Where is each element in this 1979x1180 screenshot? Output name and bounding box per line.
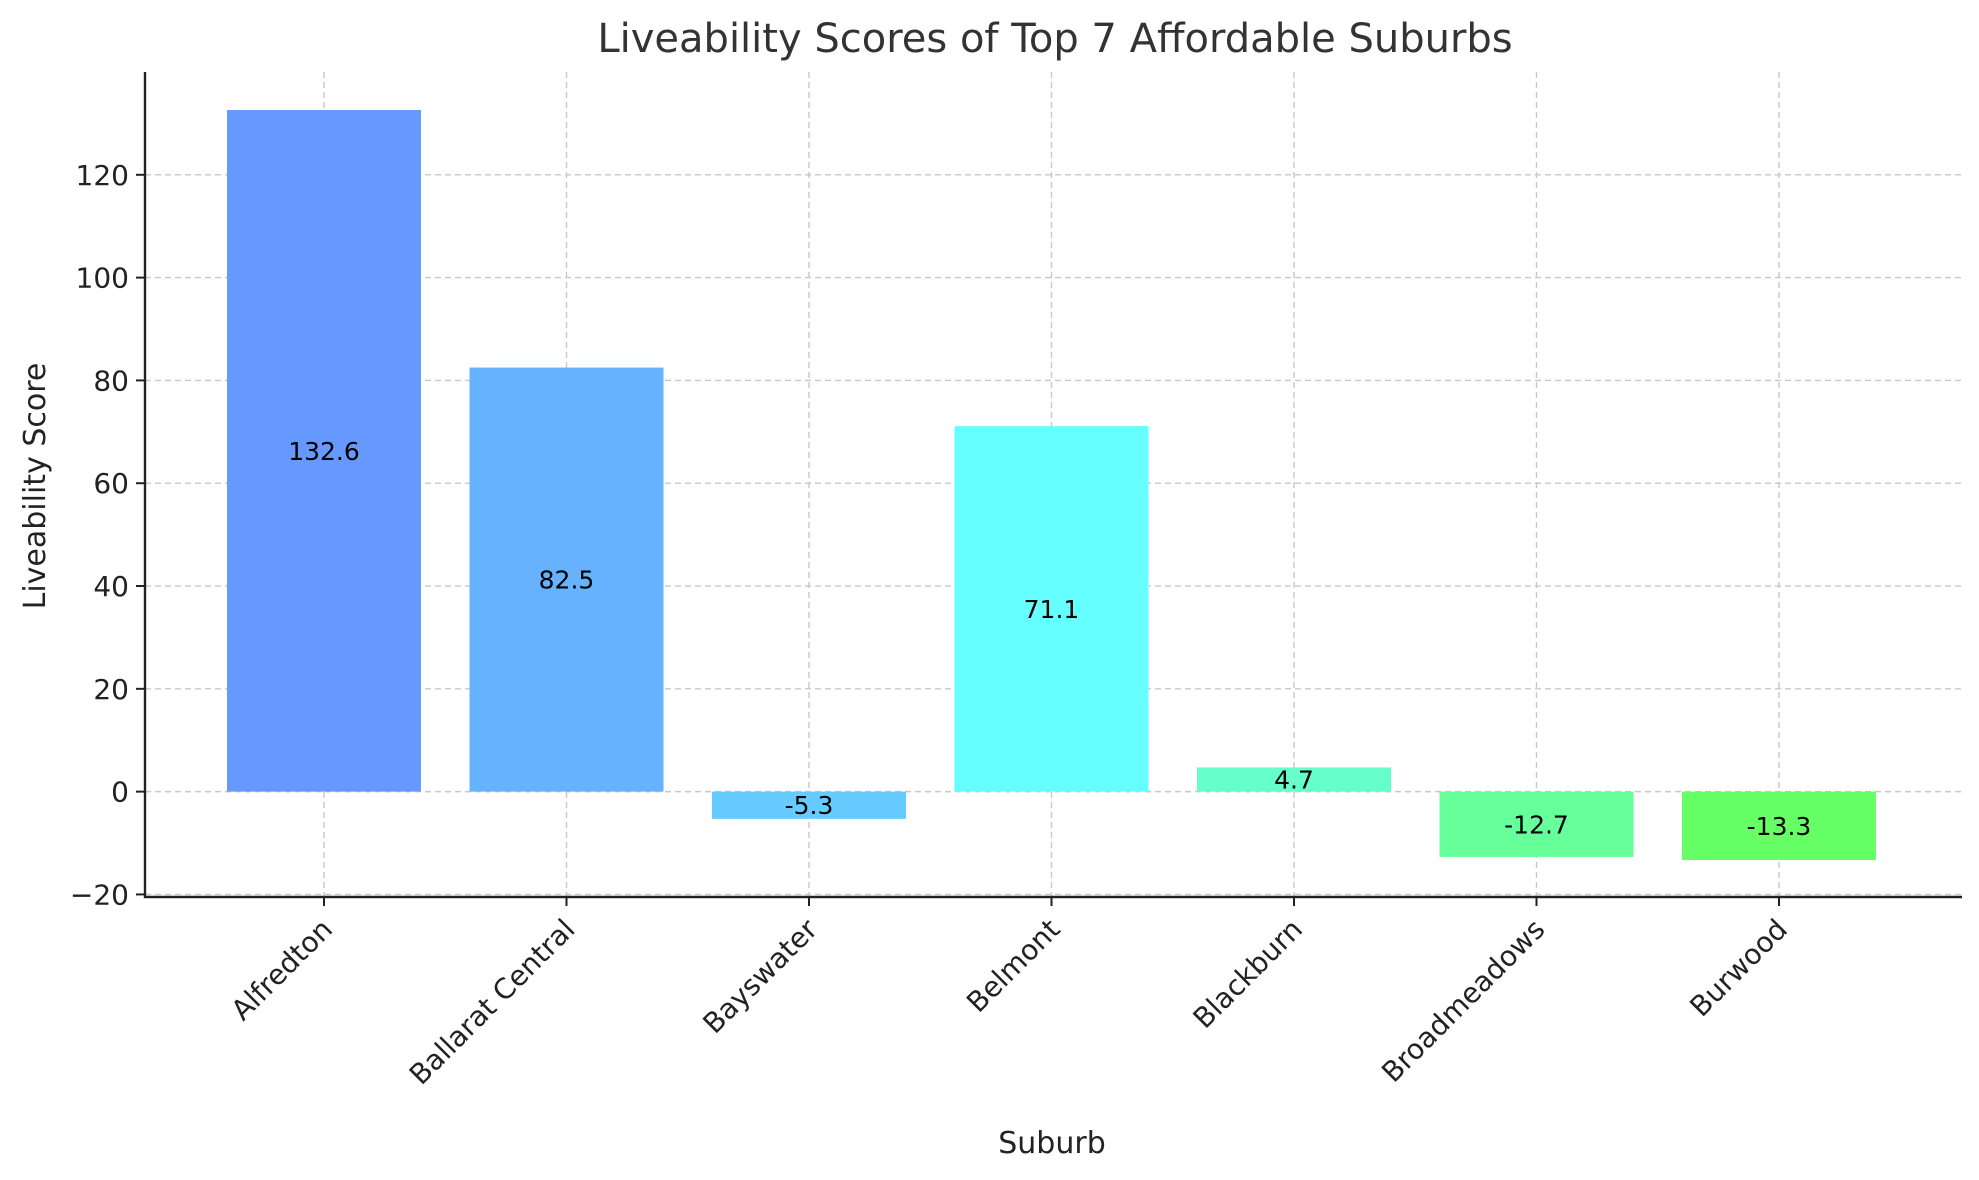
x-tick-label: Ballarat Central [403, 913, 582, 1092]
data-label: 4.7 [1274, 766, 1314, 795]
bars-layer [227, 110, 1876, 860]
data-labels-layer: 132.6 82.5 -5.3 71.1 4.7 -12.7 -13.3 [288, 437, 1811, 841]
data-label: 71.1 [1024, 595, 1080, 624]
data-label: -13.3 [1747, 812, 1812, 841]
bar-blackburn [1197, 767, 1391, 792]
x-tick-label: Blackburn [1187, 913, 1309, 1035]
y-tick-label: −20 [70, 878, 129, 911]
bar-ballarat-central [469, 367, 664, 792]
y-tick-label: 40 [93, 570, 129, 603]
axes-layer [143, 72, 1962, 899]
axis-spines [143, 72, 1962, 899]
y-tick-label: 60 [93, 467, 129, 500]
y-axis-title: Liveability Score [18, 363, 53, 610]
bar-bayswater [712, 791, 906, 819]
x-tick-label: Bayswater [696, 912, 824, 1040]
x-ticks-layer: Alfredton Ballarat Central Bayswater Belmon… [225, 897, 1794, 1091]
y-tick-label: 20 [93, 673, 129, 706]
bar-broadmeadows [1439, 791, 1634, 857]
y-ticks-layer: −20 0 20 40 60 80 100 120 [70, 159, 145, 911]
data-label: 82.5 [539, 566, 595, 595]
bar-alfredton [227, 110, 421, 792]
data-label: 132.6 [288, 437, 360, 466]
x-tick-label: Broadmeadows [1375, 913, 1551, 1089]
data-label: -5.3 [785, 791, 834, 820]
x-tick-label: Alfredton [225, 913, 339, 1027]
x-axis-title: Suburb [998, 1126, 1106, 1161]
y-tick-label: 120 [76, 159, 129, 192]
data-label: -12.7 [1504, 810, 1569, 839]
x-tick-label: Belmont [960, 913, 1066, 1019]
x-tick-label: Burwood [1683, 913, 1794, 1024]
y-tick-label: 80 [93, 364, 129, 397]
y-tick-label: 100 [76, 262, 129, 295]
bar-belmont [954, 426, 1149, 792]
y-tick-label: 0 [111, 776, 129, 809]
chart-title: Liveability Scores of Top 7 Affordable S… [597, 16, 1512, 62]
bar-burwood [1682, 791, 1876, 860]
